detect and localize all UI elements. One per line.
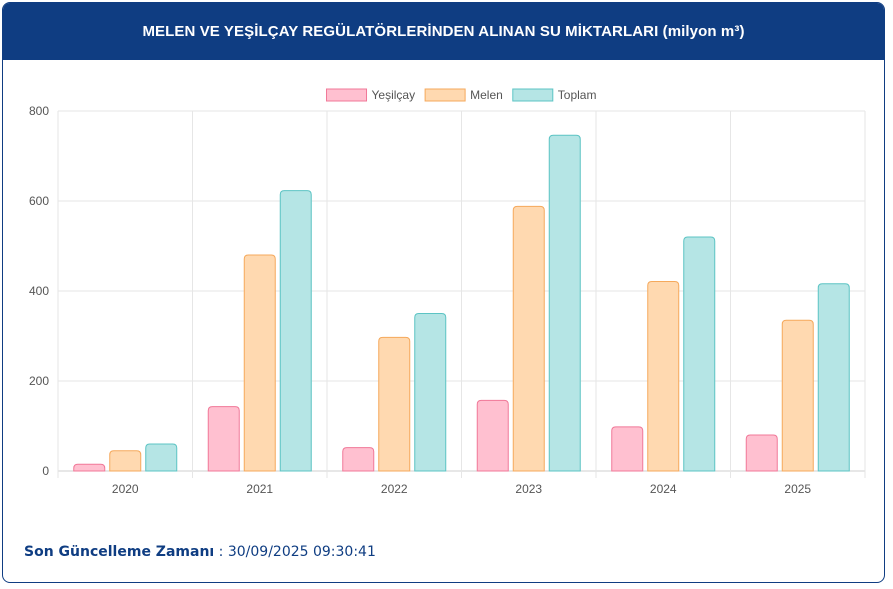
legend-swatch[interactable] [424, 88, 466, 102]
bar-yeilay-2021 [207, 406, 240, 472]
last-update-label: Son Güncelleme Zamanı [24, 544, 215, 560]
y-tick-label: 800 [29, 104, 49, 118]
bar-melen-2022 [378, 336, 411, 472]
bar-yeilay-2024 [611, 426, 644, 472]
y-tick-label: 0 [42, 464, 49, 478]
y-tick-label: 400 [29, 284, 49, 298]
bar-toplam-2021 [279, 190, 312, 472]
x-tick-label: 2024 [650, 482, 677, 496]
legend-label[interactable]: Toplam [558, 88, 597, 102]
bar-melen-2023 [512, 205, 545, 472]
bar-toplam-2025 [817, 283, 850, 472]
bar-yeilay-2022 [342, 447, 375, 472]
last-update-value: 30/09/2025 09:30:41 [227, 544, 376, 560]
legend-swatch[interactable] [326, 88, 368, 102]
x-tick-label: 2022 [381, 482, 408, 496]
x-tick-label: 2025 [784, 482, 811, 496]
x-tick-label: 2021 [246, 482, 273, 496]
bar-toplam-2020 [145, 443, 178, 472]
bar-melen-2020 [109, 450, 142, 472]
last-update: Son Güncelleme Zamanı : 30/09/2025 09:30… [24, 544, 376, 560]
chart-title: MELEN VE YEŞİLÇAY REGÜLATÖRLERİNDEN ALIN… [142, 23, 745, 40]
bar-toplam-2022 [414, 313, 447, 472]
x-tick-label: 2023 [515, 482, 542, 496]
last-update-separator: : [214, 544, 228, 560]
y-tick-label: 200 [29, 374, 49, 388]
legend-label[interactable]: Yeşilçay [372, 88, 416, 102]
legend-swatch[interactable] [512, 88, 554, 102]
legend-label[interactable]: Melen [470, 88, 503, 102]
bar-chart: 0 200 400 600 800 2020 2021 2022 2023 2024 2025 Yeş… [29, 88, 866, 496]
bar-melen-2025 [781, 319, 814, 472]
chart-header: MELEN VE YEŞİLÇAY REGÜLATÖRLERİNDEN ALIN… [3, 3, 884, 60]
x-tick-label: 2020 [112, 482, 139, 496]
bar-toplam-2024 [683, 236, 716, 472]
chart-card: MELEN VE YEŞİLÇAY REGÜLATÖRLERİNDEN ALIN… [2, 2, 885, 583]
bar-melen-2024 [647, 281, 680, 472]
bar-yeilay-2025 [745, 434, 778, 472]
bar-yeilay-2023 [476, 399, 509, 472]
bar-yeilay-2020 [73, 463, 106, 472]
bar-toplam-2023 [548, 134, 581, 472]
bar-melen-2021 [243, 254, 276, 472]
y-tick-label: 600 [29, 194, 49, 208]
